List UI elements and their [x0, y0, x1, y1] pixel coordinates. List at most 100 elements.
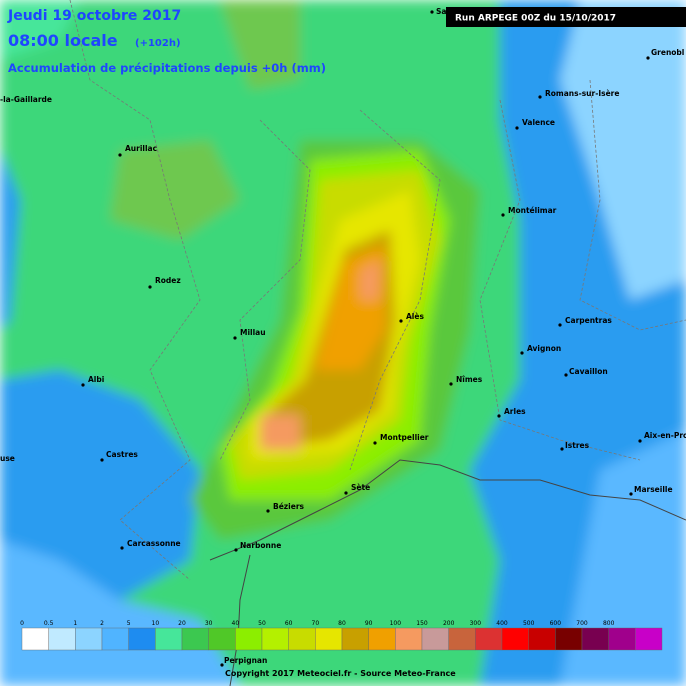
legend-swatch	[21, 627, 49, 651]
city-label: Cavaillon	[569, 367, 608, 376]
city-label: Istres	[565, 441, 590, 450]
city-dot	[558, 323, 562, 327]
city-dot	[118, 153, 122, 157]
city-dot	[646, 56, 650, 60]
legend-label: 30	[205, 620, 213, 627]
city-dot	[501, 213, 505, 217]
city-label: Nîmes	[456, 375, 483, 384]
title-time: 08:00 locale	[8, 31, 118, 50]
legend-label: 60	[285, 620, 293, 627]
city-dot	[538, 95, 542, 99]
legend-label: 50	[258, 620, 266, 627]
city-label: Marseille	[634, 485, 673, 494]
city-dot	[520, 351, 524, 355]
copyright: Copyright 2017 Meteociel.fr - Source Met…	[225, 669, 456, 678]
legend-swatch	[395, 627, 423, 651]
legend-label: 700	[576, 620, 588, 627]
legend-label: 800	[603, 620, 615, 627]
legend-label: 150	[416, 620, 428, 627]
city-label: Carcassonne	[127, 539, 181, 548]
legend-label: 90	[365, 620, 373, 627]
city-dot	[373, 441, 377, 445]
city-dot	[266, 509, 270, 513]
city-label: Arles	[504, 407, 526, 416]
city-dot	[449, 382, 453, 386]
city-label: Perpignan	[224, 656, 267, 665]
legend-swatch	[128, 627, 156, 651]
city-dot	[560, 447, 564, 451]
legend-label: 100	[390, 620, 402, 627]
legend-swatch	[261, 627, 289, 651]
city-dot	[233, 336, 237, 340]
legend: 0 0.5 1 2 5 10 20 30 40 50 60 70 80 90 100 150 200 300 400…	[20, 620, 663, 651]
city-dot	[564, 373, 568, 377]
legend-label: 40	[232, 620, 240, 627]
city-dot	[638, 439, 642, 443]
legend-label: 0.5	[44, 620, 54, 627]
legend-label: 80	[338, 620, 346, 627]
city-dot	[81, 383, 85, 387]
city-label: Albi	[88, 375, 104, 384]
legend-label: 0	[20, 620, 24, 627]
city-label: Romans-sur-Isère	[545, 89, 619, 98]
legend-label: 200	[443, 620, 455, 627]
city-label: Sète	[351, 483, 370, 492]
city-label: Carpentras	[565, 316, 612, 325]
borders	[69, 0, 686, 581]
city-dot	[100, 458, 104, 462]
legend-swatch	[75, 627, 103, 651]
coastline	[229, 554, 251, 686]
city-dot	[515, 126, 519, 130]
legend-swatch	[475, 627, 503, 651]
city-label: Sa	[436, 7, 446, 16]
legend-swatch	[155, 627, 183, 651]
legend-swatch	[501, 627, 529, 651]
city-dot	[430, 10, 434, 14]
city-label: Montélimar	[508, 206, 557, 215]
city-label: Millau	[240, 328, 266, 337]
legend-label: 300	[470, 620, 482, 627]
legend-label: 2	[100, 620, 104, 627]
legend-label: 70	[312, 620, 320, 627]
city-label: Castres	[106, 450, 138, 459]
city-dot	[148, 285, 152, 289]
legend-swatch	[555, 627, 583, 651]
city-layer: Sa Grenobl Romans-sur-Isère Valence -la-Gail…	[0, 7, 686, 667]
legend-label: 500	[523, 620, 535, 627]
legend-swatch	[235, 627, 263, 651]
city-label: Aix-en-Pro	[644, 431, 686, 440]
legend-label: 600	[550, 620, 562, 627]
city-label: Rodez	[155, 276, 181, 285]
city-dot	[120, 546, 124, 550]
city-label: Narbonne	[240, 541, 281, 550]
city-dot	[220, 663, 224, 667]
city-dot	[497, 414, 501, 418]
city-dot	[629, 492, 633, 496]
run-box	[446, 7, 686, 27]
city-dot	[234, 548, 238, 552]
subtitle: Accumulation de précipitations depuis +0…	[8, 61, 326, 75]
legend-swatch	[208, 627, 236, 651]
city-label: use	[0, 454, 15, 463]
legend-swatch	[608, 627, 636, 651]
legend-swatch	[581, 627, 609, 651]
legend-label: 5	[127, 620, 131, 627]
run-label: Run ARPEGE 00Z du 15/10/2017	[455, 14, 616, 24]
legend-swatch	[421, 627, 449, 651]
title-date: Jeudi 19 octobre 2017	[7, 8, 181, 24]
city-label: Montpellier	[380, 433, 429, 442]
city-label: Avignon	[527, 344, 561, 353]
legend-swatch	[635, 627, 663, 651]
legend-swatch	[315, 627, 343, 651]
city-label: Grenobl	[651, 48, 684, 57]
legend-swatch	[368, 627, 396, 651]
legend-label: 20	[178, 620, 186, 627]
legend-swatch	[288, 627, 316, 651]
legend-label: 10	[152, 620, 160, 627]
city-label: Alès	[406, 312, 424, 321]
city-label: -la-Gaillarde	[0, 95, 52, 104]
city-label: Aurillac	[125, 144, 157, 153]
legend-swatch	[101, 627, 129, 651]
